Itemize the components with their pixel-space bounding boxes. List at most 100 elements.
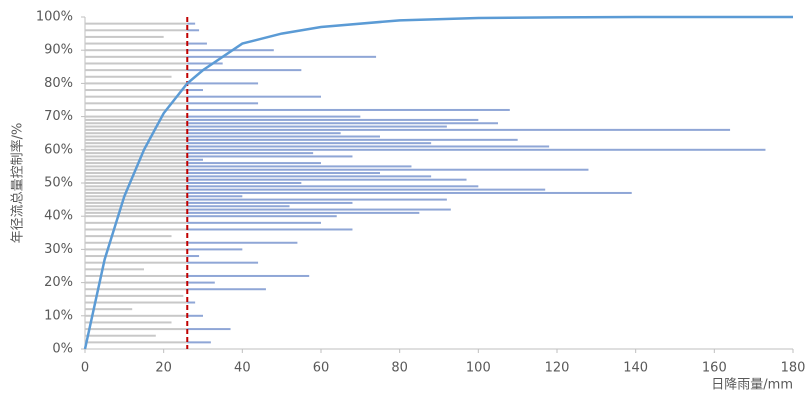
rain-bar [85,195,188,198]
rain-bar [85,108,188,111]
rain-bar-above [187,125,447,128]
rain-bar [85,122,188,125]
rain-bar-above [187,241,298,244]
y-tick-label: 60% [44,142,73,157]
rain-bar-above [187,228,353,231]
rain-bar-above [187,69,302,72]
rain-bar [85,321,172,324]
rain-bar-above [187,341,211,344]
y-tick-label: 10% [44,308,73,323]
rain-bar [85,42,188,45]
rain-bar-above [187,102,259,105]
rain-bar [85,235,172,238]
rain-bar [85,138,188,141]
rain-bar-above [187,301,196,304]
rain-bar [85,261,188,264]
rain-bar [85,69,188,72]
rain-bar-above [187,195,243,198]
rain-bar-above [187,281,215,284]
rain-bar [85,125,188,128]
rain-bar-above [187,314,203,317]
y-tick-label: 20% [44,275,73,290]
y-tick-label: 80% [44,76,73,91]
rain-bar-above [187,198,447,201]
rain-bar [85,215,188,218]
y-tick-label: 0% [52,342,73,357]
rain-bar-above [187,188,546,191]
x-tick-label: 100 [466,361,491,376]
rain-bar [85,188,188,191]
x-tick-label: 0 [81,361,89,376]
rain-bar-above [187,328,231,331]
rain-bar-above [187,89,203,92]
rain-bar-above [187,274,310,277]
rain-bar-above [187,205,290,208]
rain-bar-above [187,29,200,32]
rain-bar-above [187,158,203,161]
rain-bar [85,228,188,231]
rain-bar [85,132,188,135]
rain-bar-above [187,135,380,138]
rain-bar-above [187,165,412,168]
rain-bar-above [187,191,632,194]
rain-bar [85,135,188,138]
rain-bar [85,255,188,258]
rain-bar-above [187,175,432,178]
rain-bar [85,55,188,58]
rain-bar [85,328,188,331]
y-tick-label: 30% [44,242,73,257]
rain-bar [85,178,188,181]
rain-bar [85,35,164,38]
rain-bar-above [187,208,451,211]
rain-bar [85,75,172,78]
rain-bar-above [187,42,207,45]
rain-bar [85,211,188,214]
x-tick-label: 120 [545,361,570,376]
rain-bar-above [187,182,302,184]
rain-bar [85,49,188,52]
rain-bar-above [187,145,550,148]
rain-bar-above [187,162,321,165]
x-tick-label: 20 [155,361,172,376]
rain-bar [85,175,188,178]
rain-bar [85,148,188,151]
rain-bar-above [187,142,432,145]
rain-bar-above [187,261,259,264]
rain-bar [85,314,188,317]
x-tick-label: 40 [234,361,251,376]
rain-bar-above [187,255,200,258]
rain-bar [85,128,188,131]
rain-bar [85,241,188,244]
rain-bar-above [187,62,223,65]
x-tick-label: 140 [623,361,648,376]
rain-bar [85,288,188,291]
rain-bar [85,341,188,344]
rain-bar [85,274,188,277]
rain-bar-above [187,132,341,135]
rain-bar-above [187,155,353,158]
rain-bar-above [187,221,321,224]
rain-bar-above [187,22,196,25]
y-axis-label: 年径流总量控制率/% [10,123,26,244]
y-tick-label: 40% [44,209,73,224]
rain-bar-above [187,248,243,251]
rain-bar-above [187,178,467,181]
rain-bar [85,248,188,251]
rain-bar-above [187,138,518,141]
rain-bar [85,95,188,98]
rain-bar [85,22,188,25]
rain-bar [85,268,144,271]
x-tick-label: 180 [781,361,805,376]
rain-bar [85,201,188,204]
rain-bar [85,145,188,148]
rain-bar-above [187,118,479,121]
rain-bar-above [187,211,420,214]
rain-bar [85,158,188,161]
rain-bar [85,82,188,85]
rain-bar [85,221,188,224]
rain-bar [85,62,188,65]
rain-bar-above [187,95,321,98]
rain-bar-above [187,152,314,155]
x-tick-label: 60 [313,361,330,376]
